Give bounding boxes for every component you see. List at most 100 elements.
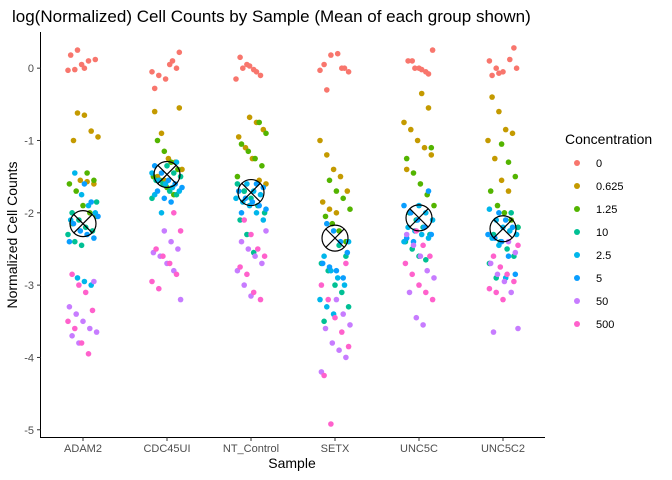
data-point: [249, 199, 256, 205]
data-point: [173, 271, 180, 278]
data-point: [72, 325, 78, 332]
data-point: [322, 213, 329, 220]
data-point: [423, 257, 429, 263]
data-point: [165, 177, 172, 184]
data-point: [333, 267, 340, 274]
y-tick-label: -2: [24, 208, 34, 220]
data-point: [496, 108, 502, 115]
data-point: [149, 170, 155, 176]
data-point: [250, 188, 257, 194]
data-point: [508, 210, 514, 216]
y-tick-label: -1: [24, 135, 34, 147]
data-point: [246, 63, 253, 69]
data-point: [81, 112, 88, 118]
group-mean-marker: [489, 215, 517, 243]
y-tick-label: -4: [24, 352, 34, 364]
data-point: [70, 137, 77, 144]
data-point: [500, 296, 506, 303]
data-point: [324, 87, 330, 93]
data-point: [253, 69, 260, 75]
x-tick-label: UNC5C2: [481, 443, 525, 455]
data-point: [405, 58, 411, 64]
data-point: [87, 325, 93, 332]
data-point: [501, 278, 508, 285]
data-point: [321, 61, 327, 68]
data-point: [175, 246, 181, 252]
x-tick-label: SETX: [321, 443, 350, 455]
data-point: [69, 271, 75, 278]
data-point: [494, 202, 501, 209]
data-point: [161, 195, 168, 202]
x-tick-label: ADAM2: [64, 443, 102, 455]
data-point: [80, 202, 86, 209]
data-point: [337, 173, 344, 180]
data-point: [153, 246, 159, 252]
data-point: [257, 296, 264, 303]
data-point: [333, 210, 340, 216]
data-point: [496, 210, 502, 216]
legend-key: [574, 160, 580, 166]
data-point: [72, 66, 78, 73]
data-point: [162, 76, 169, 82]
data-point: [420, 322, 426, 328]
chart-title: log(Normalized) Cell Counts by Sample (M…: [12, 7, 531, 26]
data-point: [254, 246, 261, 252]
legend: Concentration 0 0.625 1.25 10 2.5 5 50 500: [565, 131, 652, 331]
data-point: [263, 228, 269, 234]
data-point: [252, 253, 258, 259]
data-point: [505, 253, 512, 259]
data-point: [93, 329, 100, 335]
data-point: [91, 177, 97, 184]
legend-title: Concentration: [565, 131, 652, 147]
data-point: [497, 264, 504, 270]
data-point: [95, 213, 101, 220]
data-point: [65, 231, 71, 238]
data-point: [82, 289, 89, 296]
data-point: [93, 199, 100, 205]
data-point: [344, 249, 351, 256]
data-point: [156, 285, 162, 292]
data-point: [504, 246, 510, 252]
data-point: [149, 278, 155, 285]
data-point: [343, 260, 349, 267]
data-point: [425, 188, 432, 194]
data-point: [81, 65, 88, 71]
data-point: [417, 253, 424, 259]
data-point: [339, 289, 345, 296]
data-point: [74, 275, 81, 281]
data-point: [332, 314, 338, 321]
data-point: [340, 275, 347, 281]
data-point: [72, 238, 78, 245]
data-point: [423, 289, 429, 296]
data-point: [78, 242, 85, 249]
data-point: [421, 144, 428, 151]
data-point: [253, 210, 260, 216]
data-point: [322, 325, 329, 332]
legend-key: [574, 321, 580, 327]
data-point: [261, 253, 268, 259]
data-point: [173, 65, 180, 71]
data-point: [416, 202, 422, 209]
data-point: [321, 372, 327, 379]
data-point: [73, 188, 79, 194]
data-point: [330, 228, 337, 234]
data-point: [345, 69, 352, 75]
data-point: [324, 152, 330, 158]
data-point: [164, 163, 170, 169]
data-point: [177, 296, 184, 303]
data-point: [326, 264, 333, 270]
data-point: [340, 195, 347, 202]
group-mean-marker: [321, 224, 349, 252]
legend-label: 1.25: [596, 204, 617, 216]
data-point: [324, 304, 330, 310]
data-point: [179, 166, 185, 173]
data-point: [237, 217, 243, 223]
group-mean-marker: [153, 160, 181, 189]
data-point: [233, 76, 239, 82]
data-point: [493, 65, 500, 71]
data-point: [241, 282, 247, 288]
data-point: [326, 177, 333, 184]
data-point: [149, 69, 155, 75]
data-point: [70, 220, 77, 227]
